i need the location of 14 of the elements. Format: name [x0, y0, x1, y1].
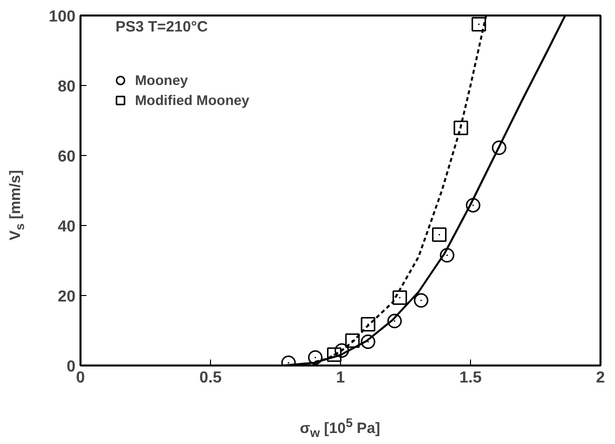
y-tick-label: 60 [58, 148, 76, 166]
legend-label: Modified Mooney [135, 92, 250, 108]
x-tick-label: 1 [336, 370, 346, 386]
annotation: PS3 T=210°C [116, 18, 208, 36]
y-tick-label: 0 [66, 358, 76, 376]
y-tick-label: 100 [48, 8, 76, 26]
x-tick-label: 0.5 [199, 370, 222, 386]
y-tick-label: 20 [58, 288, 76, 306]
legend-label: Mooney [135, 72, 188, 88]
x-axis-title: σ$_{w}$ [10$^{5}$ Pa] [300, 415, 380, 442]
x-tick-label: 2 [596, 370, 606, 386]
y-tick-label: 40 [58, 218, 76, 236]
y-tick-label: 80 [58, 78, 76, 96]
x-tick-label: 1.5 [459, 370, 482, 386]
